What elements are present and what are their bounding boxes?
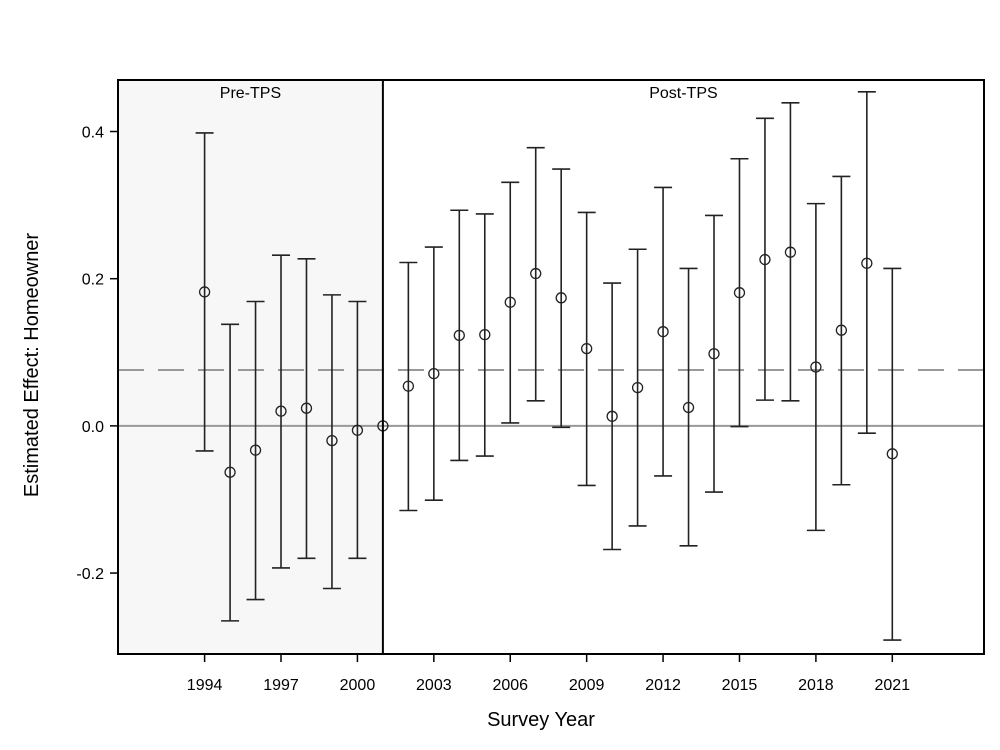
data-point-2014 xyxy=(708,348,720,360)
data-point-1999 xyxy=(326,434,338,447)
error-bar-2004 xyxy=(450,209,469,462)
x-tick-label-1997: 1997 xyxy=(263,677,299,694)
error-bar-2008 xyxy=(552,168,571,429)
x-tick-label-2015: 2015 xyxy=(722,677,758,694)
region-labels-layer: Pre-TPS Post-TPS xyxy=(220,85,718,102)
region-1 xyxy=(382,80,984,654)
plot-frame xyxy=(117,79,985,655)
x-tick-label-1994: 1994 xyxy=(187,677,223,694)
data-point-2006 xyxy=(504,296,516,308)
error-bar-2005 xyxy=(475,213,494,457)
x-axis-title: Survey Year xyxy=(487,709,595,731)
data-point-2011 xyxy=(631,381,644,394)
data-point-2019 xyxy=(835,324,848,336)
data-point-2003 xyxy=(428,367,440,380)
data-point-1997 xyxy=(275,405,287,417)
data-point-2005 xyxy=(479,328,491,341)
data-point-2020 xyxy=(861,257,873,269)
error-bar-2014 xyxy=(705,214,724,493)
y-tick-label-0.4: 0.4 xyxy=(82,125,104,142)
reference-lines-layer xyxy=(118,368,984,427)
y-tick-label--0.2: -0.2 xyxy=(76,566,104,583)
error-bar-2000 xyxy=(348,300,367,560)
error-bar-2007 xyxy=(526,146,545,402)
data-point-2021 xyxy=(886,448,898,460)
error-bar-2015 xyxy=(730,157,749,428)
error-bar-2012 xyxy=(654,186,673,477)
x-tick-label-2006: 2006 xyxy=(492,677,528,694)
data-point-2002 xyxy=(402,380,415,392)
x-tick-label-2003: 2003 xyxy=(416,677,452,694)
data-point-2004 xyxy=(453,329,465,342)
error-bar-2019 xyxy=(832,175,851,486)
error-bar-1996 xyxy=(246,300,265,601)
data-point-2009 xyxy=(581,342,593,355)
regions-layer xyxy=(118,80,984,654)
data-point-1995 xyxy=(224,466,236,478)
error-bar-2011 xyxy=(628,248,647,527)
data-point-1996 xyxy=(249,444,262,456)
data-point-2000 xyxy=(351,424,364,436)
error-bar-2020 xyxy=(857,90,876,435)
error-bar-2018 xyxy=(806,202,825,532)
error-bar-1995 xyxy=(221,323,240,622)
error-bar-2021 xyxy=(883,267,902,641)
data-point-2007 xyxy=(530,267,542,280)
data-point-2017 xyxy=(784,246,797,258)
error-bar-2016 xyxy=(755,117,774,401)
data-point-2018 xyxy=(810,361,822,373)
error-bar-2009 xyxy=(577,211,596,487)
data-point-2016 xyxy=(759,253,771,266)
y-axis-ticks: -0.2 0.0 0.2 0.4 xyxy=(76,125,118,583)
error-bars-layer xyxy=(195,90,902,641)
data-point-2015 xyxy=(733,287,746,299)
x-axis-ticks: 1994 1997 2000 2003 2006 2009 2012 2015 2018 2021 xyxy=(187,654,910,694)
data-point-1994 xyxy=(198,286,211,298)
y-tick-label-0.2: 0.2 xyxy=(82,272,104,289)
region-label-0: Pre-TPS xyxy=(220,85,281,102)
data-point-2012 xyxy=(657,326,669,338)
error-bar-2002 xyxy=(399,261,418,512)
error-bar-1994 xyxy=(195,132,214,452)
error-bar-1997 xyxy=(272,254,291,569)
region-0 xyxy=(118,80,383,654)
data-point-2010 xyxy=(606,410,618,422)
x-tick-label-2021: 2021 xyxy=(875,677,911,694)
x-tick-label-2009: 2009 xyxy=(569,677,605,694)
error-bar-2006 xyxy=(501,181,520,424)
error-bar-2013 xyxy=(679,267,698,547)
error-bar-1999 xyxy=(322,294,341,590)
error-bar-1998 xyxy=(297,258,316,560)
x-tick-label-2000: 2000 xyxy=(340,677,376,694)
y-axis-title: Estimated Effect: Homeowner xyxy=(21,233,43,498)
data-point-2008 xyxy=(555,292,567,304)
error-bar-2010 xyxy=(603,282,622,551)
region-label-1: Post-TPS xyxy=(649,85,717,102)
x-tick-label-2012: 2012 xyxy=(645,677,681,694)
y-tick-label-0.0: 0.0 xyxy=(82,419,104,436)
error-bar-2003 xyxy=(424,246,443,501)
data-point-2013 xyxy=(682,401,695,414)
data-point-1998 xyxy=(300,402,313,414)
x-tick-label-2018: 2018 xyxy=(798,677,834,694)
error-bar-2017 xyxy=(781,102,800,402)
points-layer xyxy=(198,246,898,478)
